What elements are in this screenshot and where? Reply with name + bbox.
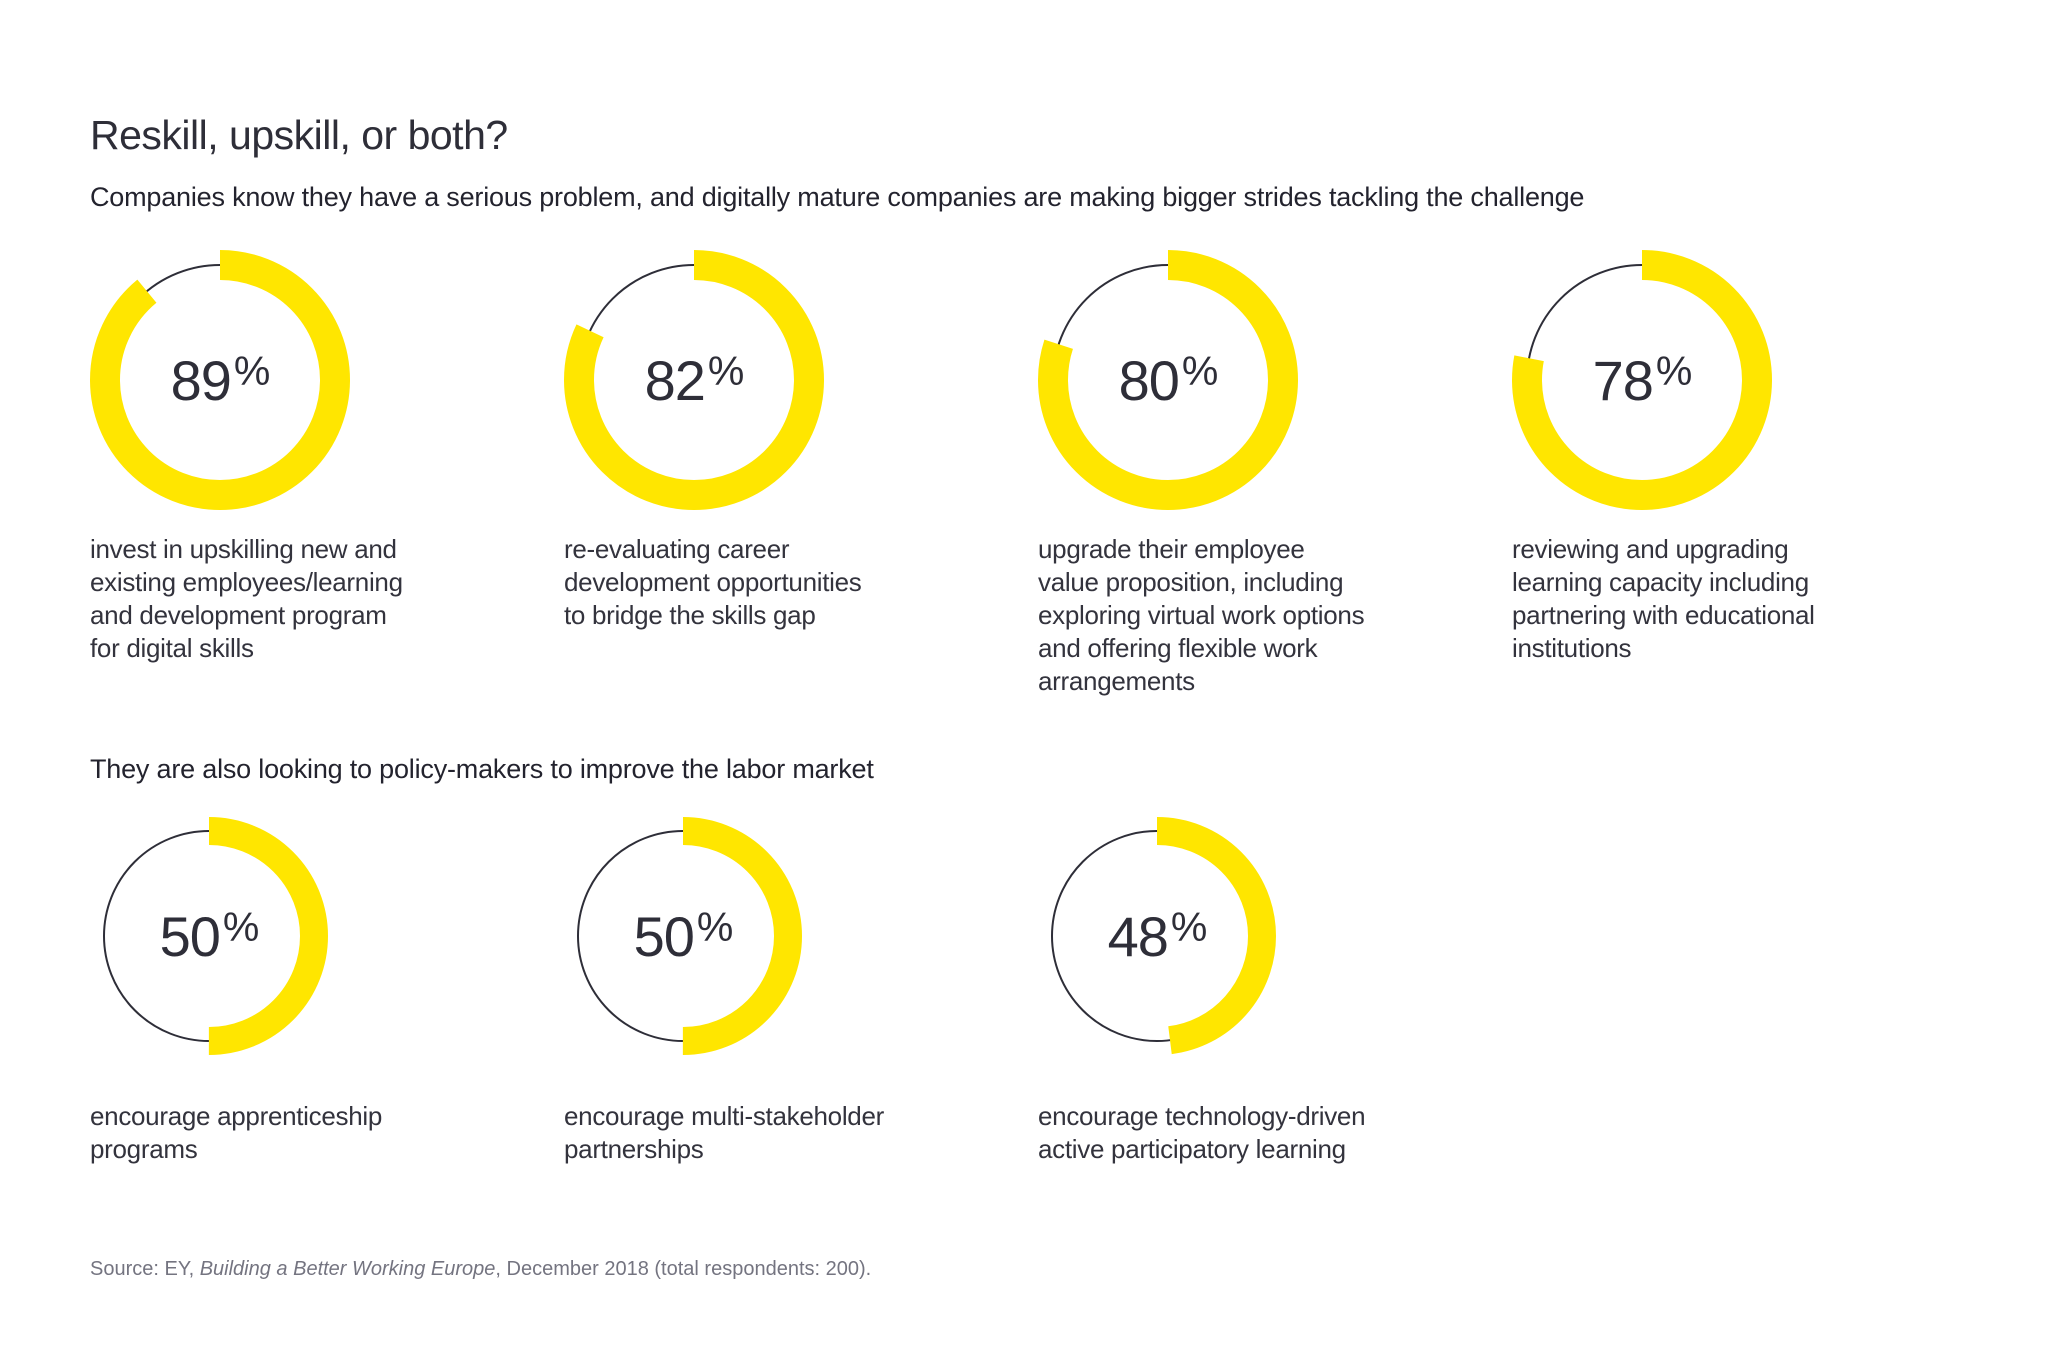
source-report-title: Building a Better Working Europe [199,1258,496,1280]
stat-card: 82% re-evaluating career development opp… [564,250,1024,630]
donut-progress-arc [564,817,802,1055]
page-title: Reskill, upskill, or both? [90,112,508,159]
stat-caption: upgrade their employee value proposition… [1038,534,1365,696]
donut-progress-arc [1038,250,1298,510]
section-heading-policy: They are also looking to policy-makers t… [90,754,874,784]
donut-ring-svg [1038,817,1276,1055]
donut-progress-arc [1512,250,1772,510]
stat-card: 78% reviewing and upgrading learning cap… [1512,250,1972,663]
donut-ring-svg [564,817,802,1055]
percent-sign: % [233,347,270,394]
percent-sign: % [1170,903,1207,950]
stat-card: 50% encourage multi-stakeholder partners… [564,817,1024,1164]
donut-ring-svg [1038,250,1298,510]
percent-label: 48% [1038,817,1276,1055]
donut-progress-arc [1038,817,1276,1055]
donut-chart: 48% [1038,817,1276,1055]
percent-sign: % [1655,347,1692,394]
donut-chart: 78% [1512,250,1772,510]
donut-progress-arc [90,817,328,1055]
donut-ring-svg [564,250,824,510]
percent-sign: % [707,347,744,394]
stat-caption: encourage multi-stakeholder partnerships [564,1101,884,1164]
donut-progress-arc [564,250,824,510]
percent-sign: % [222,903,259,950]
stat-caption: re-evaluating career development opportu… [564,534,862,630]
stat-card: 50% encourage apprenticeship programs [90,817,550,1164]
stat-row-policy: 50% encourage apprenticeship programs 50… [0,817,2048,1297]
percent-value: 89 [170,348,232,412]
donut-chart: 50% [90,817,328,1055]
percent-label: 78% [1512,250,1772,510]
percent-value: 78 [1592,348,1654,412]
donut-ring-svg [90,250,350,510]
percent-value: 48 [1107,904,1169,968]
percent-label: 50% [564,817,802,1055]
source-suffix: , December 2018 (total respondents: 200)… [495,1258,872,1280]
percent-value: 50 [159,904,221,968]
percent-label: 82% [564,250,824,510]
donut-progress-arc [90,250,350,510]
stat-caption: reviewing and upgrading learning capacit… [1512,534,1815,663]
donut-chart: 50% [564,817,802,1055]
percent-sign: % [1181,347,1218,394]
percent-sign: % [696,903,733,950]
percent-value: 50 [633,904,695,968]
donut-ring-svg [90,817,328,1055]
donut-chart: 82% [564,250,824,510]
stat-row-companies: 89% invest in upskilling new and existin… [0,250,2048,750]
stat-card: 80% upgrade their employee value proposi… [1038,250,1498,696]
stat-card: 48% encourage technology-driven active p… [1038,817,1498,1164]
source-prefix: Source: EY, [90,1258,200,1280]
percent-label: 80% [1038,250,1298,510]
stat-caption: encourage technology-driven active parti… [1038,1101,1366,1164]
percent-value: 80 [1118,348,1180,412]
stat-card: 89% invest in upskilling new and existin… [90,250,550,663]
percent-label: 50% [90,817,328,1055]
donut-ring-svg [1512,250,1772,510]
stat-caption: encourage apprenticeship programs [90,1101,383,1164]
section-heading-companies: Companies know they have a serious probl… [90,182,1585,212]
donut-chart: 80% [1038,250,1298,510]
donut-chart: 89% [90,250,350,510]
stat-caption: invest in upskilling new and existing em… [90,534,403,663]
percent-label: 89% [90,250,350,510]
percent-value: 82 [644,348,706,412]
source-attribution: Source: EY, Building a Better Working Eu… [90,1258,871,1281]
